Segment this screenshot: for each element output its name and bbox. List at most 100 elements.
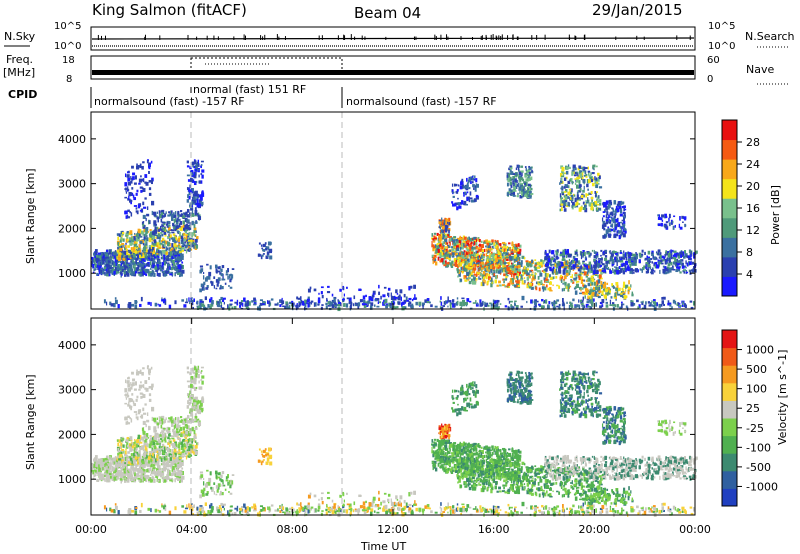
power-echo — [462, 254, 465, 259]
power-echo — [376, 298, 380, 301]
power-echo — [150, 302, 152, 307]
power-echo — [590, 205, 594, 211]
power-echo — [647, 268, 650, 271]
power-echo — [496, 244, 499, 248]
power-echo — [178, 236, 182, 239]
power-echo — [149, 231, 153, 235]
power-echo — [605, 221, 609, 225]
power-echo — [490, 264, 493, 269]
power-echo — [173, 263, 176, 267]
power-echo — [602, 281, 605, 284]
power-echo — [476, 257, 479, 260]
power-echo — [576, 258, 578, 262]
power-echo — [443, 261, 446, 265]
power-echo — [571, 259, 575, 264]
power-echo — [116, 249, 119, 253]
power-echo — [679, 226, 683, 230]
power-echo — [165, 240, 167, 245]
power-echo — [528, 190, 532, 195]
power-echo — [621, 303, 623, 309]
power-echo — [620, 228, 622, 232]
power-echo — [460, 266, 463, 271]
power-echo — [380, 295, 382, 300]
power-echo — [454, 246, 457, 249]
power-echo — [102, 270, 105, 275]
power-echo — [153, 221, 157, 225]
power-echo — [478, 276, 480, 280]
power-echo — [128, 240, 132, 243]
power-echo — [408, 303, 410, 307]
power-echo — [619, 306, 623, 309]
power-echo — [110, 269, 112, 273]
power-echo — [108, 252, 110, 255]
power-echo — [153, 272, 156, 277]
power-echo — [560, 261, 563, 266]
power-echo — [190, 232, 194, 235]
power-echo — [653, 256, 657, 260]
power-echo — [260, 254, 262, 257]
power-echo — [514, 246, 518, 251]
power-echo — [165, 252, 168, 255]
power-echo — [573, 174, 577, 177]
power-echo — [510, 305, 513, 310]
power-echo — [550, 281, 552, 283]
power-echo — [187, 222, 190, 224]
power-echo — [615, 287, 618, 291]
power-echo — [527, 183, 531, 188]
power-echo — [531, 278, 534, 282]
power-echo — [153, 232, 157, 237]
power-echo — [109, 256, 111, 259]
power-echo — [689, 250, 691, 254]
power-echo — [458, 262, 461, 267]
power-echo — [524, 181, 528, 187]
power-echo — [590, 190, 593, 195]
power-echo — [215, 279, 219, 283]
power-echo — [108, 269, 112, 274]
power-echo — [688, 257, 692, 261]
power-echo — [501, 256, 505, 259]
power-echo — [121, 243, 125, 246]
power-echo — [578, 304, 581, 309]
power-echo — [122, 262, 126, 265]
power-echo — [111, 262, 114, 265]
power-echo — [455, 264, 459, 268]
power-echo — [501, 249, 504, 252]
power-echo — [127, 209, 130, 212]
power-echo — [327, 304, 331, 307]
power-echo — [108, 267, 111, 272]
power-echo — [370, 302, 374, 306]
power-echo — [666, 252, 668, 256]
power-echo — [467, 247, 470, 250]
power-echo — [586, 252, 589, 255]
power-echo — [515, 244, 518, 249]
power-echo — [474, 253, 478, 258]
power-echo — [341, 298, 345, 301]
power-echo — [455, 239, 459, 244]
power-echo — [666, 261, 668, 264]
power-echo — [137, 238, 140, 242]
power-echo — [262, 249, 265, 252]
power-echo — [348, 297, 351, 302]
power-echo — [558, 270, 562, 274]
power-echo — [530, 273, 533, 276]
power-echo — [634, 257, 637, 260]
power-echo — [378, 291, 381, 296]
power-echo — [131, 272, 134, 275]
power-marks — [91, 159, 698, 312]
power-echo — [684, 224, 687, 227]
power-echo — [553, 268, 556, 272]
power-echo — [575, 260, 579, 263]
power-echo — [689, 254, 691, 257]
power-echo — [127, 177, 131, 182]
power-echo — [630, 284, 632, 288]
power-echo — [504, 251, 507, 254]
power-echo — [201, 164, 203, 167]
power-echo — [487, 242, 491, 247]
power-echo — [307, 288, 311, 293]
power-echo — [615, 257, 619, 262]
power-echo — [179, 245, 182, 250]
power-echo — [645, 266, 647, 270]
power-echo — [540, 264, 543, 268]
power-echo — [181, 254, 184, 257]
power-echo — [498, 257, 502, 260]
